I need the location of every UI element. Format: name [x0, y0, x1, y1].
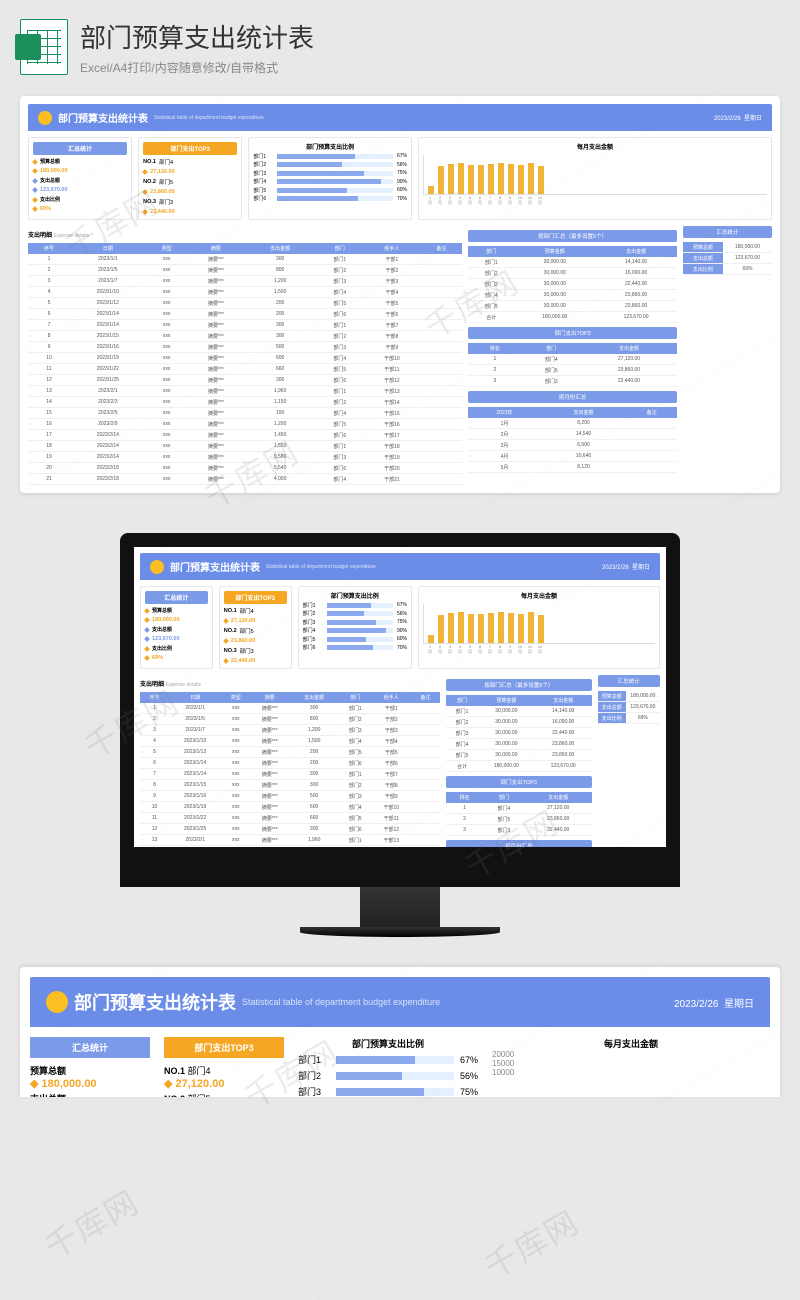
page-header: 部门预算支出统计表 Excel/A4打印/内容随意修改/自带格式 [0, 0, 800, 82]
monitor-mockup: 部门预算支出统计表 Statistical table of departmen… [120, 533, 680, 937]
page-title: 部门预算支出统计表 [80, 18, 314, 55]
page-subtitle: Excel/A4打印/内容随意修改/自带格式 [80, 59, 314, 76]
excel-icon [20, 19, 68, 75]
bottom-preview: 部门预算支出统计表 Statistical table of departmen… [20, 967, 780, 1097]
template-preview-card: 部门预算支出统计表 Statistical table of departmen… [20, 96, 780, 493]
